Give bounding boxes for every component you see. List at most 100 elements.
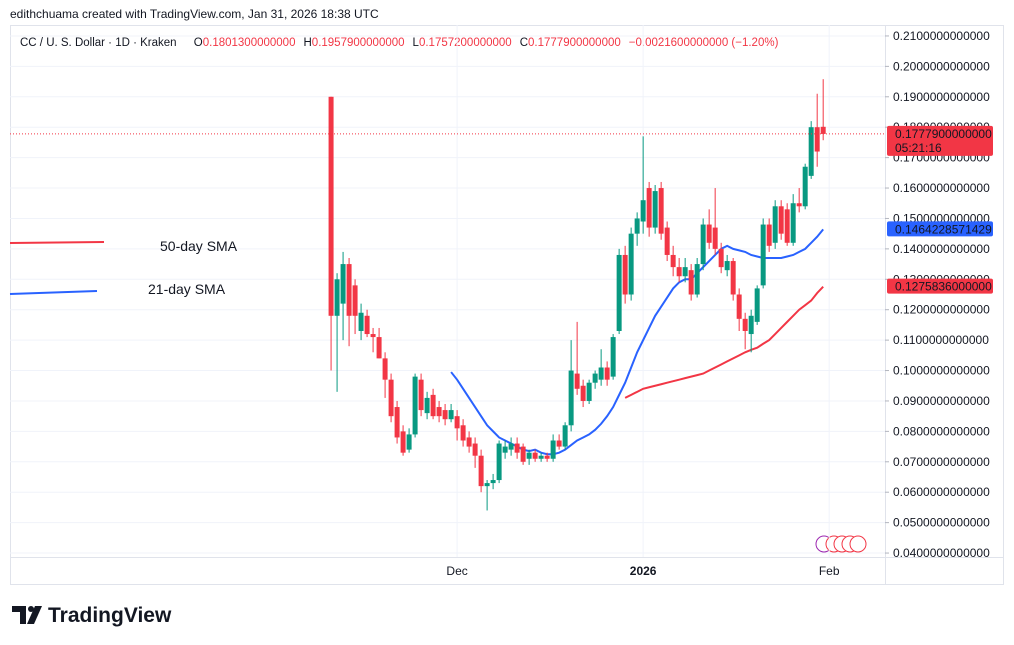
- candle-body: [694, 264, 700, 295]
- y-tick-label: 0.1100000000000: [893, 333, 989, 347]
- brand: TradingView: [48, 604, 172, 627]
- price-badge: [887, 125, 993, 156]
- candle-body: [766, 224, 772, 246]
- logo-mark: [27, 606, 42, 624]
- candle-body: [436, 407, 442, 417]
- candle-body: [610, 337, 616, 377]
- candle-body: [490, 480, 496, 484]
- candle-body: [424, 397, 430, 414]
- y-tick-label: 0.0900000000000: [893, 394, 990, 408]
- candle-body: [748, 315, 754, 335]
- candle-body: [520, 446, 526, 462]
- candle-body: [688, 270, 694, 295]
- candle-body: [508, 443, 514, 450]
- candle-body: [586, 382, 592, 401]
- price-badge-label: 0.1464228571429: [895, 222, 992, 236]
- candle-body: [784, 209, 790, 243]
- candle-body: [670, 254, 676, 268]
- candle-body: [514, 443, 520, 453]
- countdown: 05:21:16: [895, 141, 942, 155]
- candle-body: [676, 267, 682, 277]
- candle-body: [448, 410, 454, 420]
- ohlc-value: 0.1801300000000: [203, 37, 296, 49]
- ohlc-value: 0.1957900000000: [312, 37, 405, 49]
- y-tick-label: 0.1000000000000: [893, 364, 990, 378]
- candle-body: [712, 227, 718, 249]
- price-badge: [887, 278, 993, 294]
- y-tick-label: 0.1900000000000: [893, 90, 990, 104]
- chart-title: CC / U. S. Dollar · 1D · Kraken: [20, 37, 177, 49]
- candle-body: [442, 410, 448, 420]
- x-tick-label: 2026: [630, 564, 657, 578]
- y-tick-label: 0.0400000000000: [893, 546, 990, 560]
- legend-swatch: [9, 290, 98, 295]
- candle-body: [400, 431, 406, 453]
- candle-body: [418, 379, 424, 411]
- candle-body: [616, 254, 622, 331]
- candle-body: [802, 166, 808, 207]
- candle-body: [760, 224, 766, 286]
- candle-body: [478, 455, 484, 487]
- y-tick-label: 0.0500000000000: [893, 516, 990, 530]
- y-tick-label: 0.1600000000000: [893, 181, 990, 195]
- candle-body: [580, 385, 586, 401]
- candle-body: [790, 203, 796, 243]
- candle-body: [634, 218, 640, 234]
- event-icons: [815, 535, 867, 553]
- y-tick-label: 0.0800000000000: [893, 424, 990, 438]
- candle-body: [550, 440, 556, 459]
- candle-body: [628, 233, 634, 295]
- candle-body: [814, 127, 820, 152]
- x-tick-label: Feb: [819, 564, 840, 578]
- plot-area: [10, 25, 885, 557]
- x-tick-label: Dec: [446, 564, 467, 578]
- candle-body: [412, 376, 418, 435]
- candle-body: [484, 483, 490, 487]
- y-tick-label: 0.0700000000000: [893, 455, 990, 469]
- candle-body: [640, 200, 646, 222]
- ohlc-label: O: [194, 37, 203, 49]
- y-tick-label: 0.0600000000000: [893, 485, 990, 499]
- ohlc-label: C: [520, 37, 528, 49]
- candle-body: [502, 446, 508, 453]
- candle-body: [334, 279, 340, 316]
- ohlc-label: H: [303, 37, 311, 49]
- candle-body: [526, 452, 532, 459]
- candle-body: [820, 126, 826, 134]
- candle-body: [352, 285, 358, 316]
- candle-body: [730, 261, 736, 295]
- candle-body: [376, 337, 382, 359]
- candle-body: [472, 443, 478, 456]
- candle-body: [532, 452, 538, 459]
- candle-body: [598, 367, 604, 380]
- sma-line: [624, 285, 824, 399]
- ohlc-value: 0.1777900000000: [528, 37, 621, 49]
- candle-body: [556, 440, 562, 447]
- candle-body: [592, 373, 598, 383]
- candle-body: [778, 206, 784, 234]
- candle-body: [496, 443, 502, 481]
- candle-body: [682, 267, 688, 277]
- candle-body: [544, 455, 550, 459]
- candle-body: [652, 191, 658, 228]
- price-badge-label: 0.1275836000000: [895, 280, 992, 294]
- candle-body: [808, 127, 814, 176]
- candle-body: [370, 334, 376, 338]
- candle-body: [562, 425, 568, 447]
- brand-logo: TradingView: [12, 604, 172, 627]
- change: −0.0021600000000 (−1.20%): [629, 37, 779, 49]
- legend-swatch: [9, 241, 105, 244]
- candle-body: [460, 425, 466, 441]
- candle-body: [394, 407, 400, 438]
- candle-body: [664, 227, 670, 255]
- candle-body: [406, 434, 412, 450]
- logo-mark: [28, 606, 34, 612]
- candle-body: [328, 96, 334, 316]
- candle-body: [604, 367, 610, 380]
- candle-body: [724, 261, 730, 271]
- candle-body: [430, 394, 436, 417]
- y-tick-label: 0.2000000000000: [893, 59, 990, 73]
- candle-body: [454, 416, 460, 429]
